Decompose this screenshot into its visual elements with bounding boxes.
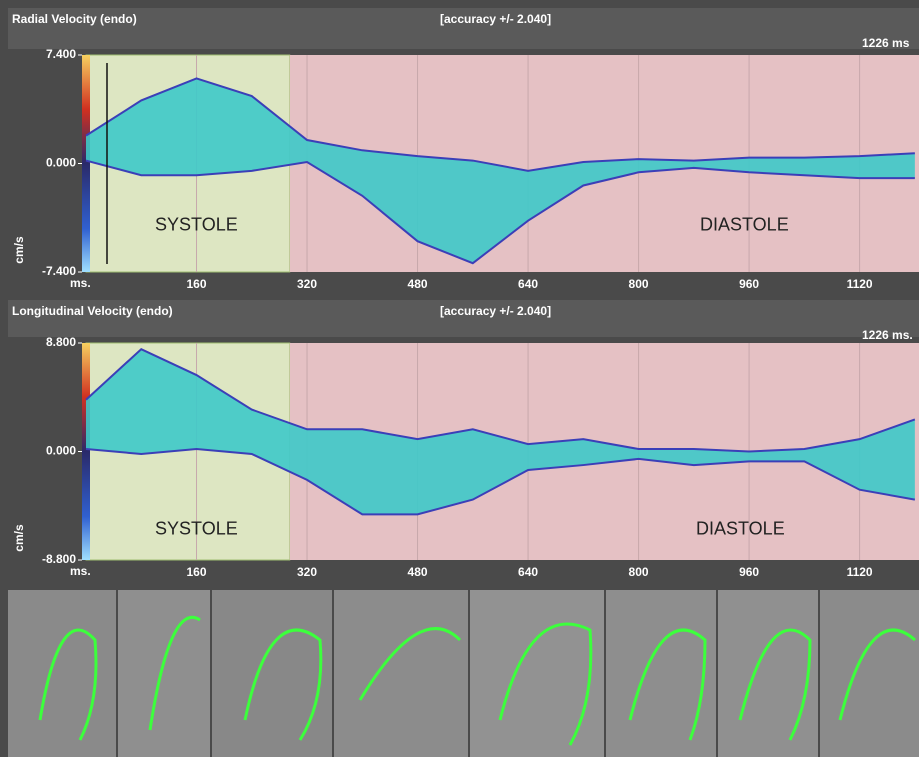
x-tick-label: 320 [297,277,317,291]
color-scale [82,55,90,272]
x-unit-label: ms. [70,564,91,578]
y-tick-label: 7.400 [46,47,76,61]
thumbnail [606,590,716,757]
thumbnail [212,590,332,757]
thumbnail [118,590,210,757]
accuracy-label: [accuracy +/- 2.040] [440,12,551,26]
x-tick-label: 800 [629,277,649,291]
thumbnail [718,590,818,757]
duration-label: 1226 ms [862,36,910,50]
x-tick-label: 480 [408,565,428,579]
thumbnail [470,590,604,757]
color-scale [82,343,90,560]
panel-title: Radial Velocity (endo) [12,12,137,26]
x-tick-label: 960 [739,277,759,291]
x-tick-label: 800 [629,565,649,579]
phase-label: DIASTOLE [700,214,789,234]
phase-label: SYSTOLE [155,214,238,234]
thumbnails [8,590,919,757]
accuracy-label: [accuracy +/- 2.040] [440,304,551,318]
thumbnail [8,590,116,757]
phase-label: DIASTOLE [696,518,785,538]
duration-label: 1226 ms. [862,328,913,342]
chart: Radial Velocity (endo) [accuracy +/- 2.04… [0,0,919,757]
x-tick-label: 1120 [847,277,873,291]
y-tick-label: 0.000 [46,444,76,458]
x-tick-label: 480 [408,277,428,291]
x-tick-label: 960 [739,565,759,579]
x-tick-label: 640 [518,277,538,291]
x-tick-label: 1120 [847,565,873,579]
thumbnail [334,590,468,757]
x-tick-label: 160 [186,277,206,291]
y-tick-label: 8.800 [46,335,76,349]
x-unit-label: ms. [70,276,91,290]
x-tick-label: 640 [518,565,538,579]
y-axis-label: cm/s [12,524,26,552]
thumbnail [820,590,919,757]
y-axis-label: cm/s [12,236,26,264]
phase-label: SYSTOLE [155,518,238,538]
panel-title: Longitudinal Velocity (endo) [12,304,173,318]
y-tick-label: 0.000 [46,156,76,170]
page: Radial Velocity (endo) [accuracy +/- 2.04… [0,0,919,757]
x-tick-label: 320 [297,565,317,579]
x-tick-label: 160 [186,565,206,579]
